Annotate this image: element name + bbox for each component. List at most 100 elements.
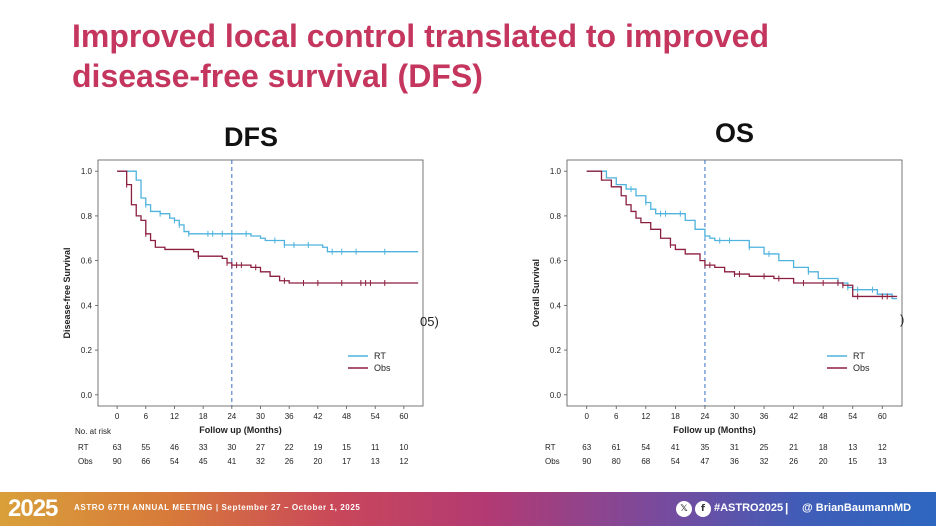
os-legend-label-obs: Obs [853,363,870,373]
os-rt-curve [586,170,898,300]
dfs-obs-curve [117,170,419,284]
dfs-x-axis-label: Follow up (Months) [199,425,281,435]
os-ytick-label: 0.8 [550,212,562,221]
os-risk-value: 21 [789,443,798,452]
dfs-ytick-label: 0.8 [81,212,93,221]
truncated-text-right: ) [900,312,904,327]
dfs-risk-value: 26 [285,457,294,466]
os-risk-value: 32 [760,457,769,466]
slide-title-line1: Improved local control translated to imp… [72,18,770,54]
os-km-chart: 0.0 0.2 0.4 0.6 0.8 1.0 0 6 12 18 24 30 36 42 48 54 60 Fo… [531,159,903,466]
os-risk-value: 90 [582,457,591,466]
facebook-icon: f [695,501,711,517]
os-risk-value: 25 [760,443,769,452]
os-risk-value: 35 [700,443,709,452]
os-xtick-label: 42 [789,412,798,421]
dfs-rt-curve [117,170,419,253]
astro-2025-logo: 2025 [8,495,58,522]
os-risk-value: 47 [700,457,709,466]
conference-footer: 2025 ASTRO 67TH ANNUAL MEETING | Septemb… [0,492,936,526]
os-risk-value: 54 [671,457,680,466]
os-risk-value: 63 [582,443,591,452]
os-obs-curve [586,170,898,298]
os-risk-row-label-obs: Obs [545,457,560,466]
dfs-risk-row-label-rt: RT [78,443,89,452]
dfs-xtick-label: 24 [227,412,236,421]
os-risk-value: 20 [819,457,828,466]
dfs-y-axis-label: Disease-free Survival [62,247,72,338]
dfs-ytick-label: 0.0 [81,391,93,400]
os-ytick-label: 0.6 [550,257,562,266]
dfs-risk-value: 17 [342,457,351,466]
dfs-xtick-label: 60 [399,412,408,421]
dfs-risk-row-label-obs: Obs [78,457,93,466]
os-risk-value: 61 [612,443,621,452]
dfs-risk-value: 45 [199,457,208,466]
dfs-ytick-label: 0.6 [81,257,93,266]
dfs-risk-value: 12 [399,457,408,466]
os-risk-value: 36 [730,457,739,466]
os-risk-value: 41 [671,443,680,452]
dfs-risk-value: 27 [256,443,265,452]
os-ytick-label: 0.4 [550,301,562,310]
os-risk-value: 18 [819,443,828,452]
os-xtick-label: 24 [700,412,709,421]
slide-title: Improved local control translated to imp… [72,16,872,96]
os-y-axis-label: Overall Survival [531,259,541,327]
os-xtick-label: 12 [641,412,650,421]
os-x-axis-label: Follow up (Months) [673,425,755,435]
dfs-risk-value: 55 [141,443,150,452]
dfs-risk-value: 10 [399,443,408,452]
dfs-km-chart: 0.0 0.2 0.4 0.6 0.8 1.0 0 6 12 18 24 30 36 42 48 54 60 Fo… [62,159,424,466]
x-logo-icon: 𝕏 [676,501,692,517]
os-ytick-label: 1.0 [550,167,562,176]
os-xtick-label: 18 [671,412,680,421]
os-risk-value: 13 [878,457,887,466]
dfs-xtick-label: 30 [256,412,265,421]
dfs-risk-value: 13 [371,457,380,466]
dfs-risk-value: 20 [313,457,322,466]
dfs-panel-title: DFS [224,122,278,152]
dfs-risk-value: 41 [227,457,236,466]
dfs-xtick-label: 12 [170,412,179,421]
dfs-ytick-label: 0.2 [81,346,93,355]
dfs-xtick-label: 48 [342,412,351,421]
dfs-xtick-label: 54 [371,412,380,421]
os-risk-value: 12 [878,443,887,452]
dfs-risk-value: 22 [285,443,294,452]
dfs-xtick-label: 36 [285,412,294,421]
os-risk-row-label-rt: RT [545,443,556,452]
os-risk-value: 13 [848,443,857,452]
slide-title-line2: disease-free survival (DFS) [72,58,483,94]
dfs-risk-value: 33 [199,443,208,452]
dfs-ytick-label: 0.4 [81,301,93,310]
dfs-risk-value: 11 [371,443,380,452]
dfs-legend-label-rt: RT [374,351,386,361]
dfs-risk-value: 15 [342,443,351,452]
dfs-risk-value: 63 [113,443,122,452]
dfs-xtick-label: 18 [199,412,208,421]
dfs-legend-label-obs: Obs [374,363,391,373]
dfs-risk-value: 90 [113,457,122,466]
dfs-risk-value: 30 [227,443,236,452]
os-plot-frame [566,159,903,407]
os-legend-label-rt: RT [853,351,865,361]
meeting-info: ASTRO 67TH ANNUAL MEETING | September 27… [74,503,361,512]
truncated-text-left: 05) [420,314,439,329]
os-panel-title: OS [715,118,755,148]
dfs-risk-value: 32 [256,457,265,466]
dfs-xtick-label: 6 [144,412,149,421]
os-xtick-label: 6 [614,412,619,421]
os-ytick-label: 0.2 [550,346,562,355]
footer-separator: | [785,501,789,515]
os-xtick-label: 30 [730,412,739,421]
dfs-xtick-label: 42 [313,412,322,421]
os-risk-value: 68 [641,457,650,466]
os-xtick-label: 54 [848,412,857,421]
os-risk-value: 26 [789,457,798,466]
presenter-handle: @ BrianBaumannMD [802,502,912,514]
os-xtick-label: 60 [878,412,887,421]
conference-hashtag: #ASTRO2025 [714,502,784,514]
dfs-risk-value: 19 [313,443,322,452]
dfs-risk-value: 46 [170,443,179,452]
